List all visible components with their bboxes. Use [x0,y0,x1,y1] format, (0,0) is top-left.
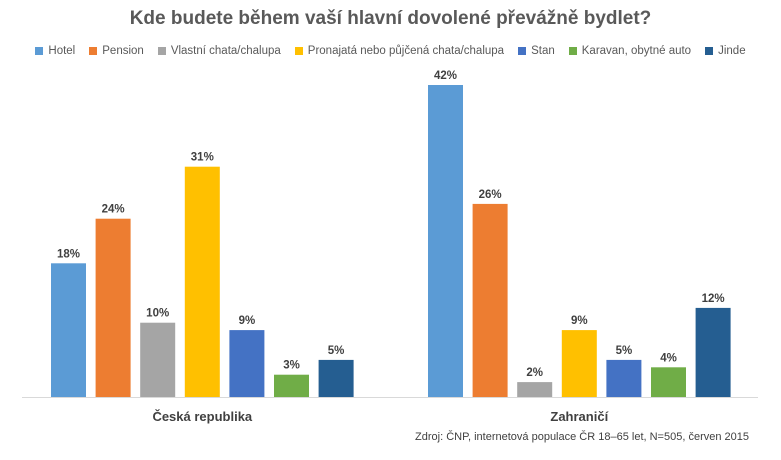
bar-ceska-republika-hotel [51,263,86,397]
data-label-zahranici-karavan-obytne-auto: 4% [660,352,677,364]
data-label-zahranici-jinde: 12% [702,293,725,305]
bar-zahranici-pension [472,203,508,397]
bar-zahranici-karavan-obytne-auto [651,367,686,397]
data-label-zahranici-vlastni-chata-chalupa: 2% [526,367,543,379]
data-label-ceska-republika-hotel: 18% [57,248,80,260]
bar-zahranici-jinde [695,307,731,397]
legend-item-jinde: Jinde [705,45,746,57]
legend-label: Pension [102,45,144,57]
data-label-zahranici-pronajata-nebo-pujcena-chata-chalupa: 9% [571,315,588,327]
bar-zahranici-hotel [428,85,463,397]
bar-zahranici-stan [606,359,642,397]
legend-item-pronajata-nebo-pujcena-chata-chalupa: Pronajatá nebo půjčená chata/chalupa [294,45,505,57]
data-label-ceska-republika-karavan-obytne-auto: 3% [283,360,300,372]
data-label-ceska-republika-pension: 24% [102,204,125,216]
legend-swatch [89,47,98,55]
data-label-ceska-republika-jinde: 5% [328,345,345,357]
bar-ceska-republika-vlastni-chata-chalupa [140,322,176,397]
data-label-ceska-republika-stan: 9% [239,315,256,327]
source-note: Zdroj: ČNP, internetová populace ČR 18–6… [415,431,749,443]
legend-item-stan: Stan [518,45,555,57]
legend-swatch [35,47,44,55]
legend-swatch [568,47,577,55]
bar-zahranici-pronajata-nebo-pujcena-chata-chalupa [561,330,597,397]
data-label-ceska-republika-vlastni-chata-chalupa: 10% [146,308,169,320]
bar-ceska-republika-pronajata-nebo-pujcena-chata-chalupa [184,166,220,397]
legend-label: Hotel [48,45,76,57]
data-label-zahranici-pension: 26% [479,189,502,201]
category-label-ceska-republika: Česká republika [152,409,252,424]
legend-item-hotel: Hotel [35,45,75,57]
bar-ceska-republika-pension [95,218,131,397]
legend-item-karavan-obytne-auto: Karavan, obytné auto [568,45,692,57]
data-label-ceska-republika-pronajata-nebo-pujcena-chata-chalupa: 31% [191,152,214,164]
legend-item-vlastni-chata-chalupa: Vlastní chata/chalupa [157,45,281,57]
legend-label: Pronajatá nebo půjčená chata/chalupa [307,45,505,57]
legend-swatch [518,47,527,55]
legend-label: Karavan, obytné auto [581,45,692,57]
legend-swatch [294,47,303,55]
legend-swatch [705,47,714,55]
legend-item-pension: Pension [89,45,144,57]
legend-label: Vlastní chata/chalupa [170,45,281,57]
legend-label: Stan [531,45,555,57]
bar-ceska-republika-karavan-obytne-auto [274,374,309,397]
bar-ceska-republika-jinde [318,359,354,397]
data-label-zahranici-stan: 5% [616,345,633,357]
category-label-zahranici: Zahraničí [550,409,608,424]
bar-zahranici-vlastni-chata-chalupa [517,382,553,397]
data-label-zahranici-hotel: 42% [434,70,457,82]
bar-ceska-republika-stan [229,330,265,397]
legend-label: Jinde [718,45,746,57]
chart-legend: Hotel Pension Vlastní chata/chalupa Pronaja… [0,45,781,57]
legend-swatch [157,47,166,55]
chart-title: Kde budete během vaší hlavní dovolené př… [129,8,652,29]
